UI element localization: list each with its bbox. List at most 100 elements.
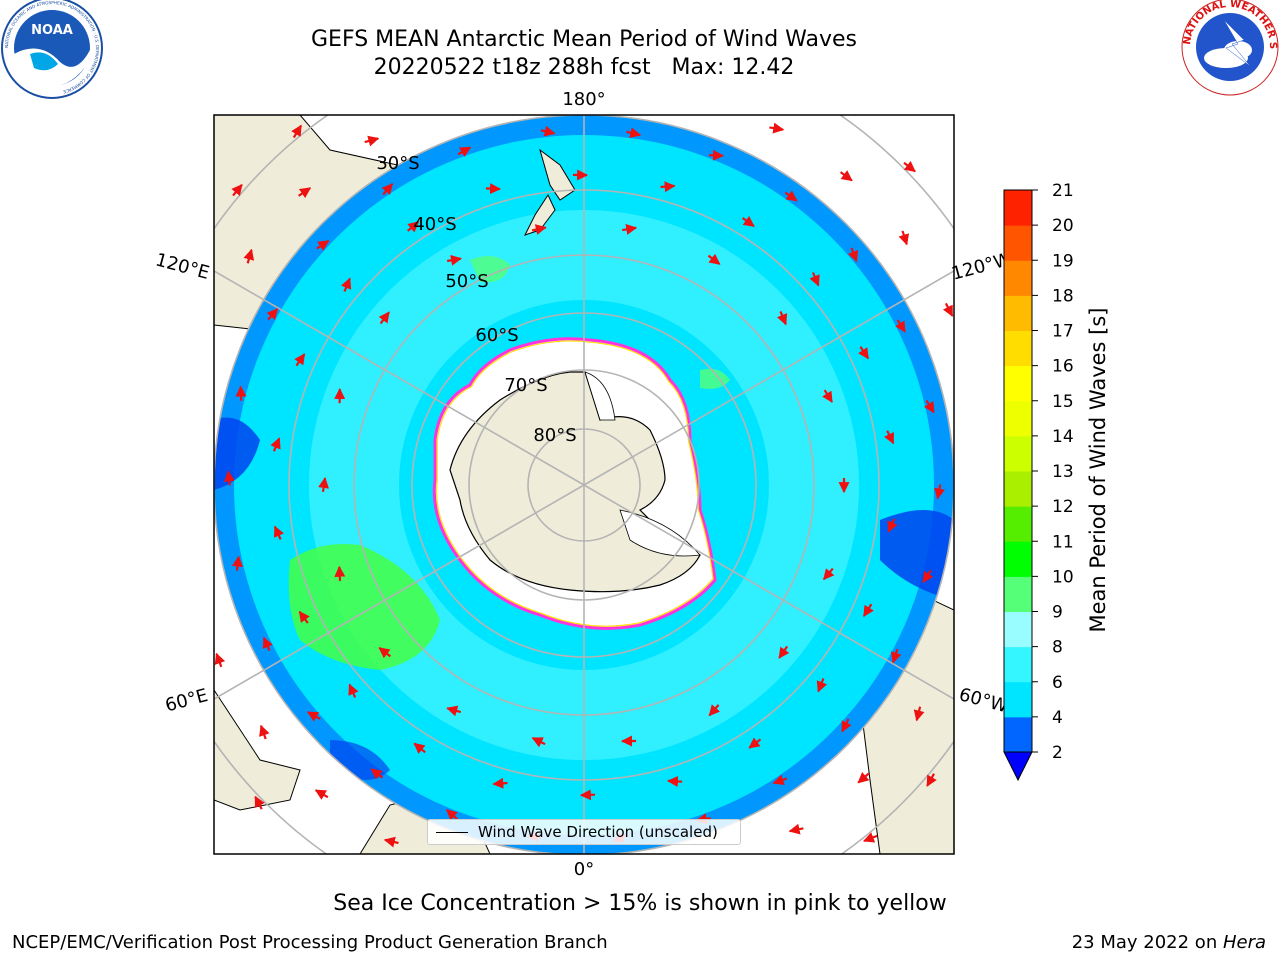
wind-wave-arrow [446, 254, 462, 266]
wind-wave-arrow [531, 224, 547, 235]
footer-right: 23 May 2022 on Hera [1072, 932, 1266, 953]
lat-label-50s: 50°S [445, 271, 488, 292]
colorbar-tick-label: 18 [1052, 286, 1074, 306]
colorbar-tick-label: 12 [1052, 497, 1074, 517]
wind-wave-arrow [370, 768, 384, 780]
colorbar-segment [1004, 646, 1032, 683]
land-new-zealand-south [524, 193, 556, 236]
wind-wave-arrow [708, 149, 724, 161]
lon-label-60w: 60°W [957, 684, 1011, 717]
colorbar-tick-label: 11 [1052, 532, 1074, 552]
wind-wave-arrow [772, 774, 788, 786]
colorbar-segment [1004, 541, 1032, 577]
wind-wave-arrow [822, 567, 835, 581]
wind-wave-arrow [266, 308, 279, 321]
lat-label-40s: 40°S [413, 214, 456, 235]
colorbar-tick-label: 2 [1052, 743, 1063, 763]
colorbar-tick-label: 17 [1052, 322, 1074, 342]
wind-wave-arrow [784, 190, 798, 202]
wind-wave-arrow [231, 183, 243, 197]
wind-wave-arrow [884, 430, 895, 445]
wind-wave-arrow [457, 146, 472, 158]
wind-wave-arrow [903, 160, 916, 173]
green-patch-indian-ocean [288, 544, 440, 670]
wind-wave-arrow [243, 248, 255, 264]
wind-wave-arrow [778, 645, 790, 659]
wind-wave-arrow [340, 277, 352, 292]
wind-wave-arrow [857, 771, 870, 784]
colorbar-tick-label: 13 [1052, 462, 1074, 482]
colorbar-tick-label: 8 [1052, 638, 1063, 658]
colorbar-segment [1004, 225, 1032, 261]
wind-wave-arrow [318, 477, 330, 493]
wind-wave-arrow [809, 272, 820, 287]
wind-wave-arrow [913, 706, 925, 722]
wind-wave-arrow [273, 525, 284, 540]
lat-label-70s: 70°S [504, 375, 547, 396]
legend-line-swatch [436, 832, 468, 833]
wind-wave-arrow [707, 253, 721, 265]
colorbar-segment [1004, 611, 1032, 648]
wind-wave-arrow [254, 795, 265, 810]
wind-wave-arrow [540, 125, 556, 137]
wind-wave-arrow [485, 183, 501, 195]
colorbar: 2 4 6 8 9 10 11 12 13 14 15 16 17 18 19 20 21 [1003, 181, 1074, 782]
wind-wave-arrow [381, 183, 394, 196]
colorbar-segment [1004, 576, 1032, 612]
colorbar-segment [1004, 506, 1032, 542]
colorbar-segment [1004, 681, 1032, 718]
wind-wave-arrow [270, 437, 281, 452]
wind-wave-arrow [923, 399, 935, 414]
wind-wave-arrow [383, 836, 399, 848]
wind-wave-arrow [306, 711, 321, 722]
wind-wave-arrow [298, 610, 310, 624]
chart-title-line2: 20220522 t18z 288h fcst Max: 12.42 [373, 55, 795, 80]
wind-wave-arrow [934, 484, 945, 500]
colorbar-segment [1004, 716, 1032, 753]
lat-label-30s: 30°S [376, 153, 419, 174]
wind-wave-arrow [531, 737, 546, 748]
wind-wave-arrow [297, 187, 312, 199]
colorbar-label: Mean Period of Wind Waves [s] [1086, 308, 1110, 633]
footer-machine: Hera [1222, 932, 1266, 953]
wind-wave-arrow [446, 705, 462, 717]
wind-wave-arrow [492, 777, 508, 789]
colorbar-tick-label: 6 [1052, 673, 1063, 693]
colorbar-under-extend [1003, 751, 1033, 782]
colorbar-segment [1004, 435, 1032, 472]
wind-wave-arrow [841, 718, 852, 733]
colorbar-tick-label: 20 [1052, 216, 1074, 236]
colorbar-segment [1004, 365, 1032, 402]
wind-wave-arrow [214, 652, 226, 668]
colorbar-tick-label: 15 [1052, 392, 1074, 412]
nws-logo-icon: NATIONAL WEATHER SERVICE [0, 0, 1279, 96]
wind-wave-arrow [816, 678, 828, 693]
colorbar-segment [1004, 400, 1032, 437]
wind-wave-arrow [667, 775, 683, 787]
wind-wave-arrow [579, 789, 596, 801]
colorbar-segment [1004, 260, 1032, 296]
colorbar-segment [1004, 295, 1032, 331]
wind-wave-arrow [887, 518, 898, 533]
noaa-logo-icon: NOAA NATIONAL OCEANIC AND ATMOSPHERIC AD… [1, 0, 103, 99]
footer-date: 23 May 2022 on [1071, 932, 1223, 953]
lon-label-0: 0° [574, 859, 594, 880]
legend-text: Wind Wave Direction (unscaled) [478, 823, 718, 841]
wind-wave-arrow [406, 221, 420, 233]
wind-wave-arrows [214, 122, 954, 848]
nws-ring-text: NATIONAL WEATHER SERVICE [0, 0, 1278, 49]
lon-label-120e: 120°E [153, 249, 211, 283]
wind-wave-arrow [862, 603, 874, 618]
wind-wave-arrow [822, 389, 833, 403]
colorbar-tick-label: 10 [1052, 567, 1074, 587]
colorbar-tick-label: 4 [1052, 708, 1063, 728]
wind-wave-arrow [262, 636, 273, 652]
wind-wave-arrow [922, 569, 934, 584]
wind-wave-arrow [898, 230, 910, 246]
wind-wave-arrow [660, 181, 676, 193]
colorbar-segment [1004, 471, 1032, 507]
sea-ice-note: Sea Ice Concentration > 15% is shown in … [333, 891, 947, 916]
wind-wave-arrow [378, 311, 390, 325]
wind-wave-arrow [223, 470, 235, 486]
map-legend: Wind Wave Direction (unscaled) [427, 819, 741, 845]
